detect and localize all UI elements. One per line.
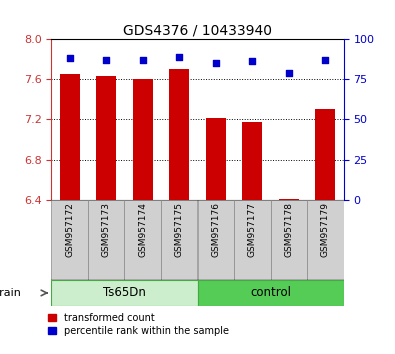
Bar bbox=[198, 280, 344, 306]
Point bbox=[213, 60, 219, 66]
Point bbox=[139, 57, 146, 63]
Bar bbox=[206, 119, 226, 200]
Bar bbox=[234, 200, 271, 280]
Text: GSM957175: GSM957175 bbox=[175, 202, 184, 257]
Bar bbox=[271, 200, 307, 280]
Bar bbox=[60, 74, 80, 200]
Text: GSM957174: GSM957174 bbox=[138, 202, 147, 257]
Text: GSM957179: GSM957179 bbox=[321, 202, 330, 257]
Text: control: control bbox=[250, 286, 291, 299]
Point bbox=[103, 57, 109, 63]
Bar bbox=[198, 200, 234, 280]
Bar bbox=[161, 200, 198, 280]
Text: GSM957176: GSM957176 bbox=[211, 202, 220, 257]
Point bbox=[286, 70, 292, 76]
Bar bbox=[88, 200, 124, 280]
Point bbox=[176, 54, 182, 59]
Bar bbox=[315, 109, 335, 200]
Bar bbox=[51, 280, 198, 306]
Point bbox=[66, 56, 73, 61]
Text: Ts65Dn: Ts65Dn bbox=[103, 286, 146, 299]
Point bbox=[322, 57, 329, 63]
Bar bbox=[242, 122, 262, 200]
Text: strain: strain bbox=[0, 288, 21, 298]
Bar bbox=[169, 69, 189, 200]
Text: GSM957178: GSM957178 bbox=[284, 202, 293, 257]
Legend: transformed count, percentile rank within the sample: transformed count, percentile rank withi… bbox=[48, 313, 229, 336]
Bar bbox=[307, 200, 344, 280]
Title: GDS4376 / 10433940: GDS4376 / 10433940 bbox=[123, 24, 272, 38]
Point bbox=[249, 59, 256, 64]
Bar bbox=[133, 79, 153, 200]
Bar bbox=[279, 199, 299, 200]
Bar bbox=[124, 200, 161, 280]
Bar bbox=[51, 200, 88, 280]
Text: GSM957173: GSM957173 bbox=[102, 202, 111, 257]
Bar bbox=[96, 76, 116, 200]
Text: GSM957177: GSM957177 bbox=[248, 202, 257, 257]
Text: GSM957172: GSM957172 bbox=[65, 202, 74, 257]
